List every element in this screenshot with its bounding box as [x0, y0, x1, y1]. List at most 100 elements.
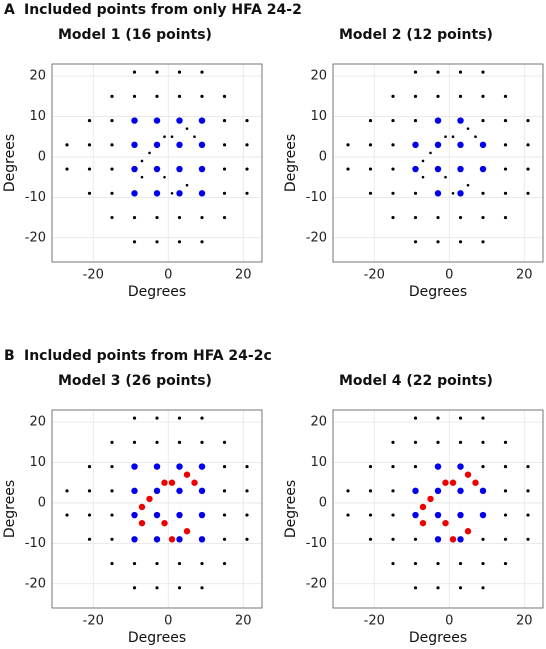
point	[245, 513, 249, 517]
point	[177, 94, 182, 98]
point	[148, 151, 151, 155]
point	[153, 511, 161, 519]
point	[176, 487, 183, 495]
y-axis-label: Degrees	[2, 134, 18, 192]
point	[87, 118, 92, 123]
point	[434, 511, 442, 519]
point	[132, 586, 137, 590]
point	[110, 143, 114, 147]
point	[464, 528, 472, 535]
point	[481, 440, 485, 444]
point	[132, 94, 137, 98]
point	[413, 70, 418, 74]
point	[87, 489, 92, 493]
point	[479, 165, 487, 173]
x-tick-label: 20	[516, 268, 533, 283]
point	[222, 561, 227, 566]
point	[222, 489, 227, 493]
point	[155, 215, 159, 220]
point	[198, 536, 206, 543]
point	[176, 141, 183, 149]
point	[391, 118, 395, 123]
point	[131, 536, 138, 543]
point	[464, 471, 472, 478]
point	[132, 215, 137, 220]
point	[368, 143, 373, 147]
point	[222, 513, 227, 517]
point	[481, 215, 485, 220]
y-axis-label: Degrees	[283, 134, 299, 192]
point	[222, 191, 227, 195]
point	[155, 586, 159, 590]
x-tick-label: -20	[364, 268, 385, 283]
point	[413, 440, 418, 444]
y-tick-label: -10	[306, 190, 327, 205]
point	[65, 489, 69, 493]
x-axis-label: Degrees	[409, 630, 467, 646]
point	[391, 143, 395, 147]
point	[451, 135, 455, 139]
point	[170, 192, 174, 195]
x-tick-label: -20	[83, 268, 104, 283]
point	[434, 117, 442, 124]
y-tick-label: -10	[25, 536, 46, 551]
point	[458, 440, 463, 444]
point	[526, 118, 530, 123]
point	[503, 143, 508, 147]
point	[526, 191, 530, 195]
y-tick-label: 10	[310, 455, 327, 470]
point	[198, 190, 206, 197]
point	[155, 440, 159, 444]
point	[412, 487, 419, 495]
point	[161, 519, 168, 527]
y-tick-label: 10	[29, 455, 46, 470]
section-letter: B	[4, 348, 15, 364]
point	[222, 143, 227, 147]
x-tick-label: 20	[516, 614, 533, 629]
point	[177, 416, 182, 420]
point	[346, 489, 350, 493]
point	[436, 240, 440, 244]
point	[200, 94, 204, 98]
point	[458, 416, 463, 420]
point	[198, 487, 206, 495]
y-tick-label: 10	[29, 109, 46, 124]
point	[481, 586, 485, 590]
point	[200, 240, 204, 244]
point	[183, 471, 191, 478]
point	[153, 141, 161, 149]
point	[132, 70, 137, 74]
point	[87, 513, 92, 517]
point	[457, 536, 464, 543]
point	[457, 165, 464, 173]
point	[110, 215, 114, 220]
point	[368, 537, 373, 541]
point	[110, 489, 114, 493]
point	[413, 240, 418, 244]
point	[163, 175, 166, 179]
point	[245, 464, 249, 469]
point	[391, 94, 395, 98]
point	[421, 159, 425, 163]
point	[413, 118, 418, 123]
point	[503, 94, 508, 98]
point	[391, 440, 395, 444]
point	[457, 190, 464, 197]
point	[168, 536, 176, 543]
point	[457, 463, 464, 470]
point	[481, 561, 485, 566]
point	[436, 94, 440, 98]
point	[155, 561, 159, 566]
point	[466, 127, 470, 130]
chart-title: Model 1 (16 points)	[58, 27, 212, 43]
y-tick-label: 20	[310, 69, 327, 84]
x-tick-label: 0	[445, 268, 453, 283]
point	[245, 118, 249, 123]
point	[245, 191, 249, 195]
point	[434, 487, 442, 495]
point	[391, 513, 395, 517]
point	[368, 118, 373, 123]
point	[138, 519, 146, 527]
point	[391, 191, 395, 195]
point	[503, 489, 508, 493]
